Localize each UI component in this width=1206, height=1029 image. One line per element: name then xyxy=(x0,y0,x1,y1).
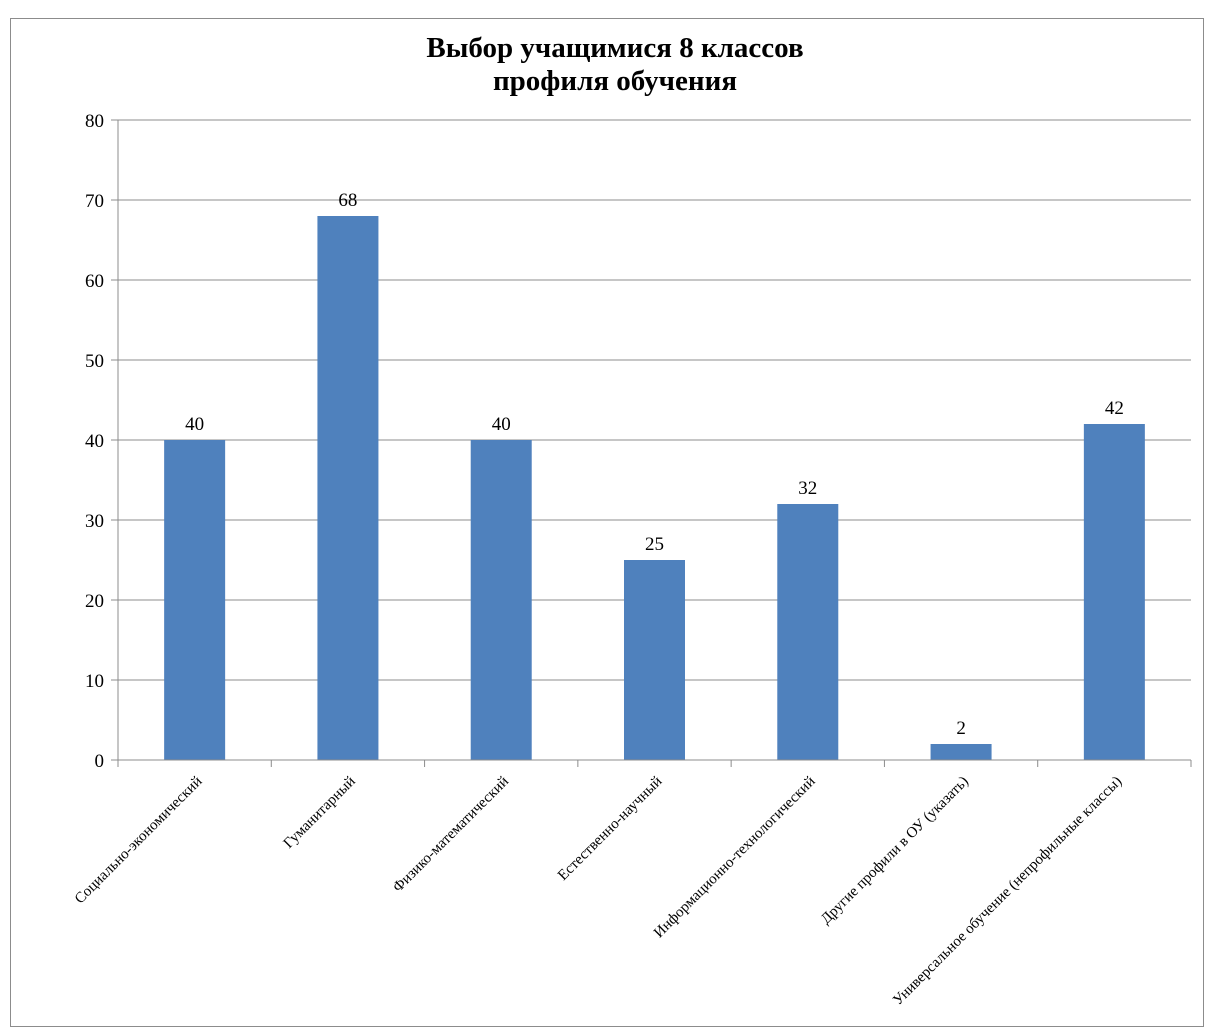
data-label-6: 2 xyxy=(956,718,966,739)
bar-1 xyxy=(164,440,226,760)
bar-5 xyxy=(777,504,839,760)
category-label-4: Естественно-научный xyxy=(555,774,665,884)
gridlines xyxy=(118,119,1191,681)
category-labels: Социально-экономический Гуманитарный Физик… xyxy=(72,774,1125,1009)
y-tick-label-70: 70 xyxy=(85,191,104,212)
category-label-3: Физико-математический xyxy=(390,774,512,896)
y-tick-label-50: 50 xyxy=(85,351,104,372)
category-label-6: Другие профили в ОУ (указать) xyxy=(818,774,972,928)
bar-7 xyxy=(1083,424,1145,760)
bar-3 xyxy=(470,440,532,760)
axes xyxy=(117,120,1192,767)
category-label-1: Социально-экономический xyxy=(72,774,206,908)
bar-6 xyxy=(930,744,992,760)
data-labels: 40 68 40 25 32 2 42 xyxy=(185,190,1124,739)
y-tick-label-60: 60 xyxy=(85,271,104,292)
category-label-5: Информационно-технологический xyxy=(651,774,819,942)
chart-title-line-2: профиля обучения xyxy=(492,65,738,97)
y-tick-label-30: 30 xyxy=(85,511,104,532)
y-tick-label-0: 0 xyxy=(95,751,105,772)
y-tick-label-20: 20 xyxy=(85,591,104,612)
data-label-7: 42 xyxy=(1105,398,1124,419)
y-tick-label-80: 80 xyxy=(85,111,104,132)
data-label-4: 25 xyxy=(645,534,664,555)
chart-title: Выбор учащимися 8 классов профиля обучен… xyxy=(0,32,1206,98)
data-label-1: 40 xyxy=(185,414,204,435)
data-label-2: 68 xyxy=(338,190,357,211)
data-label-5: 32 xyxy=(798,478,817,499)
data-label-3: 40 xyxy=(492,414,511,435)
bar-2 xyxy=(317,216,379,760)
bar-4 xyxy=(624,560,685,760)
bars xyxy=(164,216,1145,760)
y-tick-label-10: 10 xyxy=(85,671,104,692)
category-label-2: Гуманитарный xyxy=(281,774,359,852)
y-tick-label-40: 40 xyxy=(85,431,104,452)
chart-title-line-1: Выбор учащимися 8 классов xyxy=(426,32,804,64)
y-axis-ticks: 0 10 20 30 40 50 60 70 80 xyxy=(85,111,118,772)
